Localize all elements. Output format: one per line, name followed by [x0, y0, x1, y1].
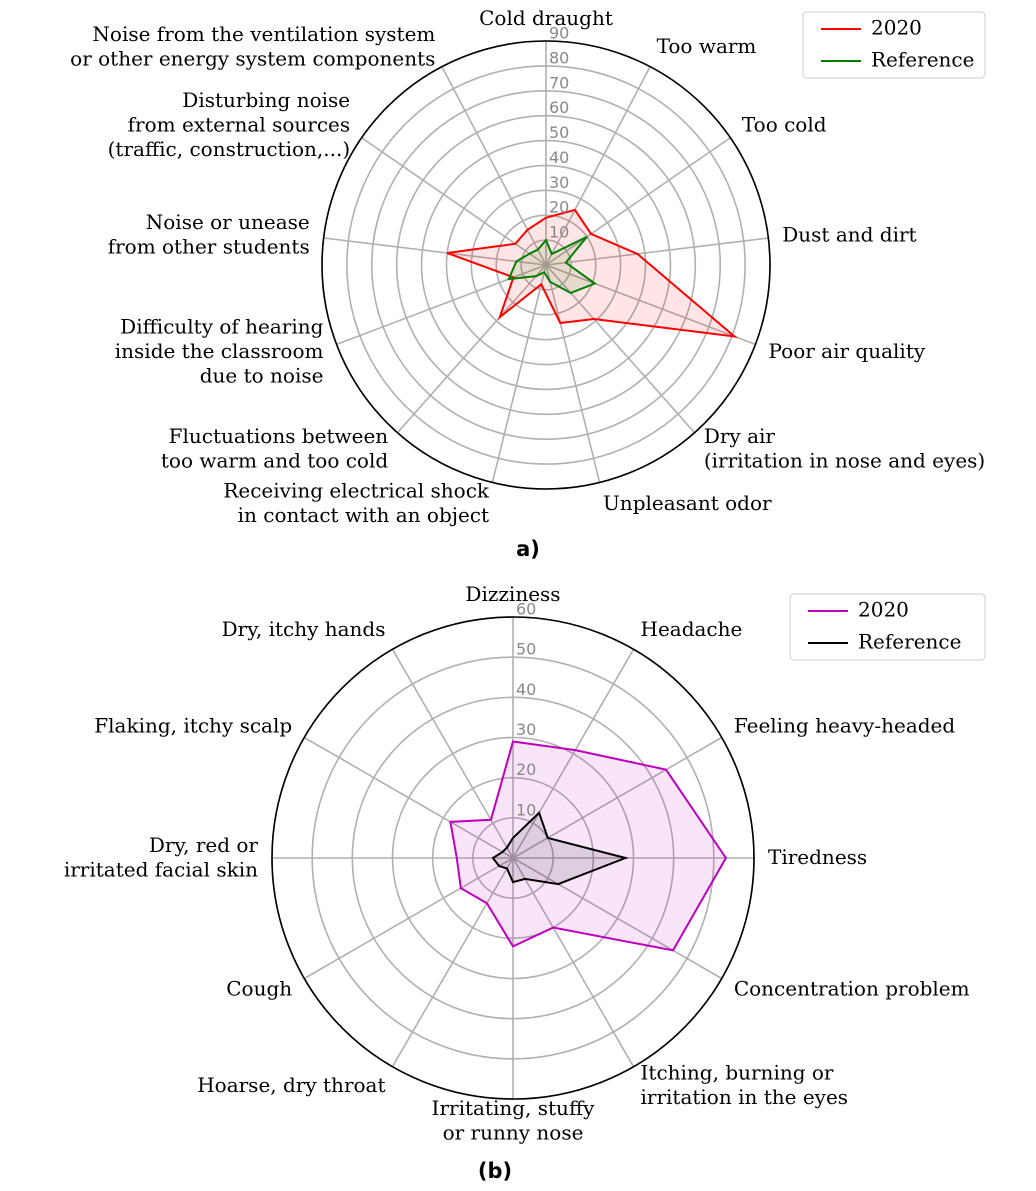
category-label: Dry, red or irritated facial skin	[64, 832, 259, 881]
r-tick-label: 20	[516, 760, 536, 779]
r-tick-label: 30	[516, 720, 536, 739]
legend-label: Reference	[858, 630, 961, 654]
grid-spoke	[396, 264, 547, 434]
grid-spoke	[545, 264, 756, 346]
category-label: Dry air (irritation in nose and eyes)	[704, 423, 985, 472]
outer-frame	[321, 40, 771, 490]
category-label: Unpleasant odor	[603, 490, 772, 514]
caption: a)	[516, 537, 540, 561]
grid-spoke	[441, 66, 547, 266]
series-line	[446, 208, 738, 338]
grid-spoke	[391, 857, 514, 1068]
r-tick-label: 80	[549, 48, 569, 67]
r-tick-label: 10	[516, 800, 536, 819]
r-tick-label: 60	[549, 98, 569, 117]
category-label: Receiving electrical shock in contact wit…	[223, 478, 490, 527]
r-tick-label: 40	[549, 148, 569, 167]
category-label: Feeling heavy-headed	[734, 713, 956, 737]
grid-spoke	[512, 857, 723, 980]
category-label: Concentration problem	[734, 976, 970, 1000]
category-label: Cough	[226, 976, 292, 1000]
category-label: Dry, itchy hands	[222, 617, 386, 641]
category-label: Tiredness	[768, 845, 867, 869]
category-label: Disturbing noise from external sources (tr…	[108, 87, 351, 160]
r-tick-label: 20	[549, 198, 569, 217]
legend-label: 2020	[871, 16, 922, 40]
r-tick-label: 10	[549, 223, 569, 242]
category-label: Fluctuations between too warm and too col…	[161, 423, 388, 472]
r-tick-label: 60	[516, 600, 536, 619]
series-line	[449, 740, 728, 952]
grid-spoke	[545, 66, 651, 266]
legend-label: Reference	[871, 48, 974, 72]
grid-spoke	[491, 264, 547, 483]
series-line	[491, 810, 629, 886]
r-tick-label: 50	[516, 640, 536, 659]
grid-spoke	[545, 237, 769, 266]
grid-spoke	[323, 237, 547, 266]
category-label: Difficulty of hearing inside the classroo…	[115, 314, 324, 387]
category-label: Too cold	[742, 112, 827, 136]
category-label: Irritating, stuffy or runny nose	[432, 1095, 596, 1144]
grid-spoke	[303, 736, 514, 859]
legend-label: 2020	[858, 598, 909, 622]
grid-spoke	[512, 648, 635, 859]
r-tick-label: 70	[549, 73, 569, 92]
grid-spoke	[391, 648, 514, 859]
r-tick-label: 50	[549, 123, 569, 142]
grid-spoke	[545, 137, 731, 266]
grid-spoke	[512, 857, 635, 1068]
category-label: Noise or unease from other students	[108, 210, 310, 258]
category-label: Noise from the ventilation system or othe…	[70, 21, 435, 70]
grid-spoke	[545, 264, 601, 483]
category-label: Flaking, itchy scalp	[94, 713, 292, 737]
category-label: Poor air quality	[769, 339, 926, 363]
series-line	[507, 235, 597, 295]
category-label: Hoarse, dry throat	[197, 1072, 385, 1096]
r-tick-label: 90	[549, 24, 569, 43]
series-area	[492, 812, 626, 885]
category-label: Cold draught	[479, 6, 613, 30]
category-label: Dust and dirt	[782, 222, 916, 246]
r-tick-label: 40	[516, 680, 536, 699]
r-tick-label: 30	[549, 173, 569, 192]
series-area	[447, 209, 735, 337]
series-area	[450, 741, 726, 951]
series-area	[508, 236, 595, 293]
category-label: Headache	[641, 617, 743, 641]
caption: (b)	[478, 1159, 512, 1183]
grid-spoke	[303, 857, 514, 980]
outer-frame	[271, 616, 755, 1100]
category-label: Too warm	[657, 34, 757, 58]
category-label: Itching, burning or irritation in the eye…	[641, 1060, 849, 1109]
category-label: Dizziness	[465, 582, 560, 606]
